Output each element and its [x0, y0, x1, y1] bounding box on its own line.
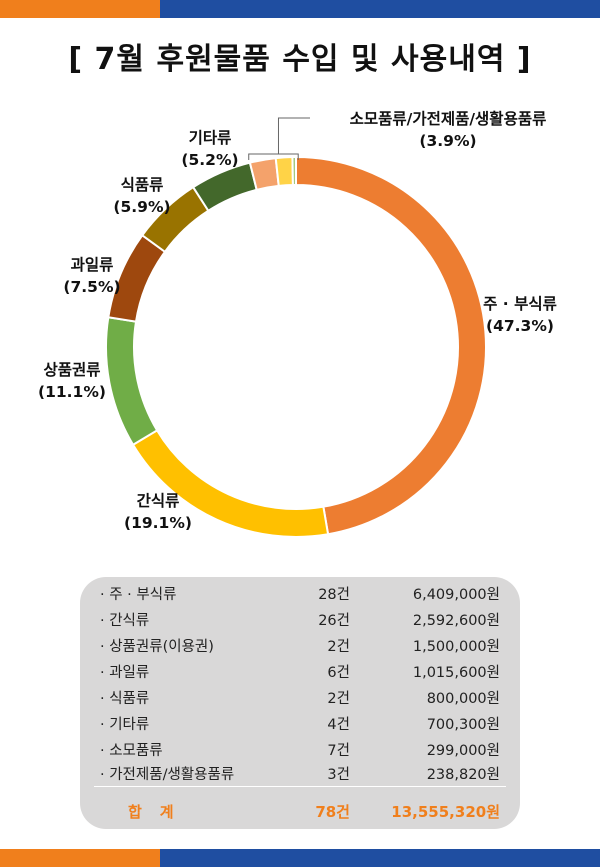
row-name: · 가전제품/생활용품류 — [100, 767, 235, 783]
slice-label: 과일류 — [71, 256, 114, 274]
slice-label: (5.2%) — [181, 151, 238, 169]
table-divider — [94, 786, 506, 787]
table-row: · 기타류 4건 700,300원 — [80, 713, 520, 739]
row-name: · 주 · 부식류 — [100, 587, 177, 603]
donut-slice — [291, 155, 297, 187]
row-amount: 1,500,000원 — [412, 639, 500, 655]
donut-slice — [105, 316, 159, 447]
row-amount: 6,409,000원 — [412, 587, 500, 603]
total-label: 합계 — [128, 803, 192, 821]
table-row: · 간식류 26건 2,592,600원 — [80, 609, 520, 635]
row-count: 2건 — [327, 691, 350, 707]
table-row: · 가전제품/생활용품류 3건 238,820원 — [80, 763, 520, 789]
slice-label: 간식류 — [137, 492, 180, 510]
row-amount: 700,300원 — [426, 717, 500, 733]
slice-label: (5.9%) — [113, 198, 170, 216]
bottom-blue-bar — [160, 849, 600, 867]
page-title: [ 7월 후원물품 수입 및 사용내역 ] — [68, 42, 532, 77]
slice-label: 상품권류 — [43, 360, 100, 379]
total-count: 78건 — [315, 803, 350, 821]
row-amount: 2,592,600원 — [412, 613, 500, 629]
donut-slice — [191, 161, 258, 213]
slice-label: 식품류 — [121, 176, 164, 194]
row-amount: 1,015,600원 — [412, 665, 500, 681]
table-row: · 상품권류(이용권) 2건 1,500,000원 — [80, 635, 520, 661]
row-name: · 과일류 — [100, 665, 150, 681]
table-row: · 식품류 2건 800,000원 — [80, 687, 520, 713]
slice-label: 소모품류/가전제품/생활용품류 — [350, 109, 547, 128]
row-count: 6건 — [327, 665, 350, 681]
donut-slice — [274, 156, 294, 188]
row-amount: 800,000원 — [426, 691, 500, 707]
row-name: · 식품류 — [100, 691, 150, 707]
row-name: · 간식류 — [100, 613, 150, 629]
row-count: 4건 — [327, 717, 350, 733]
table-row: · 주 · 부식류 28건 6,409,000원 — [80, 583, 520, 609]
row-name: · 상품권류(이용권) — [100, 639, 214, 655]
slice-label: 주 · 부식류 — [483, 295, 557, 313]
leader-line — [248, 117, 310, 160]
row-name: · 소모품류 — [100, 743, 163, 759]
slice-label: (3.9%) — [419, 132, 476, 150]
table-row: · 소모품류 7건 299,000원 — [80, 739, 520, 765]
total-amount: 13,555,320원 — [391, 803, 500, 821]
row-count: 28건 — [318, 587, 350, 603]
row-count: 26건 — [318, 613, 350, 629]
slice-label: 기타류 — [189, 129, 232, 147]
donut-chart: 주 · 부식류 (47.3%) 간식류 (19.1%) 상품권류 (11.1%) 과일류 (7… — [38, 109, 557, 538]
row-name: · 기타류 — [100, 717, 150, 733]
slice-label: (47.3%) — [486, 317, 554, 335]
slice-label: (7.5%) — [63, 278, 120, 296]
summary-table: · 주 · 부식류 28건 6,409,000원 · 간식류 26건 2,592… — [80, 577, 520, 829]
table-row: · 과일류 6건 1,015,600원 — [80, 661, 520, 687]
row-count: 2건 — [327, 639, 350, 655]
top-blue-bar — [160, 0, 600, 18]
top-orange-bar — [0, 0, 160, 18]
bottom-orange-bar — [0, 849, 160, 867]
slice-label: (19.1%) — [124, 514, 192, 532]
row-count: 7건 — [327, 743, 350, 759]
row-amount: 299,000원 — [426, 743, 500, 759]
donut-slice — [295, 155, 487, 536]
slice-label: (11.1%) — [38, 383, 106, 401]
total-row: 합계 78건 13,555,320원 — [80, 801, 520, 827]
row-amount: 238,820원 — [426, 767, 500, 783]
row-count: 3건 — [327, 767, 350, 783]
